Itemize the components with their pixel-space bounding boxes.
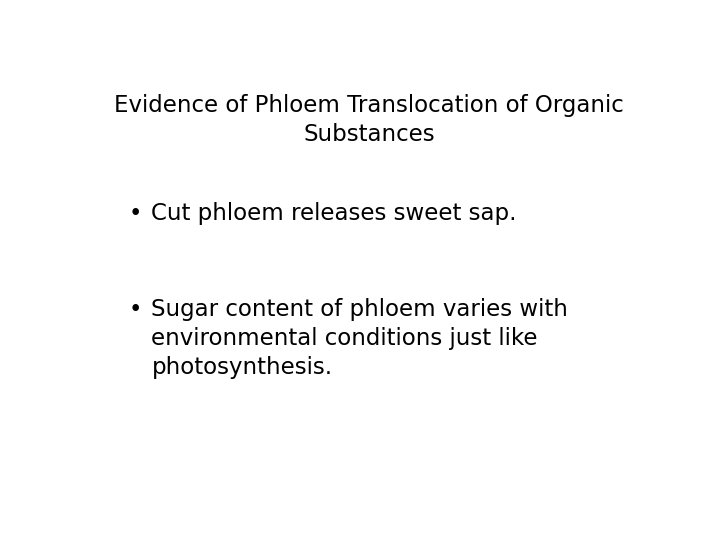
- Text: Cut phloem releases sweet sap.: Cut phloem releases sweet sap.: [151, 202, 517, 225]
- Text: •: •: [129, 202, 143, 225]
- Text: •: •: [129, 298, 143, 321]
- Text: Evidence of Phloem Translocation of Organic
Substances: Evidence of Phloem Translocation of Orga…: [114, 94, 624, 146]
- Text: Sugar content of phloem varies with
environmental conditions just like
photosynt: Sugar content of phloem varies with envi…: [151, 298, 568, 379]
